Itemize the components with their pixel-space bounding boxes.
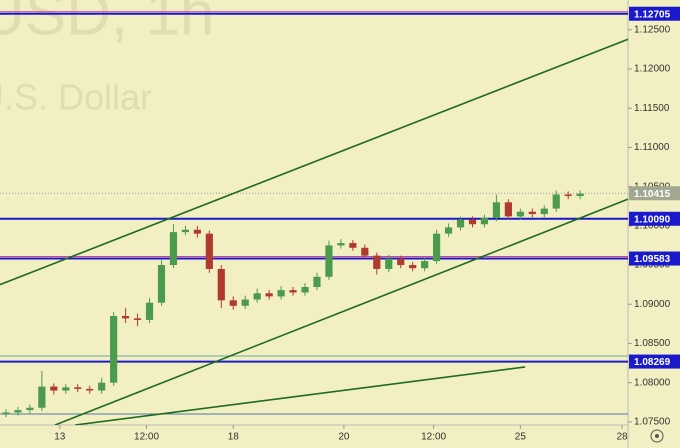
y-tick-label: 1.08500 — [634, 338, 671, 349]
candle-body — [74, 387, 82, 389]
last-price-label: 1.10415 — [634, 189, 671, 200]
level-label-box — [629, 354, 680, 369]
candle-body — [468, 219, 477, 225]
candle-body — [361, 247, 369, 256]
level-label: 1.12705 — [634, 9, 671, 20]
level-label: 1.08269 — [634, 357, 671, 368]
candle-body — [444, 227, 453, 234]
y-tick-label: 1.12500 — [634, 24, 671, 35]
candle-body — [14, 410, 22, 413]
candle-body — [480, 217, 489, 225]
candle-body — [122, 316, 130, 319]
candle-body — [50, 386, 58, 391]
y-tick-label: 1.10000 — [634, 220, 671, 231]
level-label-box — [629, 6, 680, 21]
y-tick-label: 1.08000 — [634, 377, 671, 388]
settings-icon[interactable] — [650, 429, 664, 443]
candle-body — [193, 229, 201, 234]
candle-body — [313, 276, 321, 287]
level-label-box — [629, 211, 680, 226]
y-tick-label: 1.11000 — [634, 142, 670, 153]
trend-line — [54, 198, 628, 425]
x-tick-label: 25 — [515, 432, 527, 443]
candle-body — [301, 286, 309, 293]
candle-body — [433, 233, 441, 262]
candle-body — [564, 194, 572, 197]
y-tick-label: 1.12000 — [634, 64, 671, 75]
candle-body — [265, 293, 273, 297]
candle-body — [253, 293, 261, 300]
candle-body — [217, 268, 225, 301]
candle-body — [409, 265, 417, 269]
candle-body — [169, 232, 178, 266]
x-tick-label: 12:00 — [134, 432, 159, 443]
candle-body — [516, 211, 524, 217]
candle-body — [528, 211, 536, 215]
candle-body — [229, 300, 237, 306]
candle-body — [157, 265, 166, 303]
level-label: 1.10090 — [634, 214, 671, 225]
level-label-box — [629, 251, 680, 266]
y-tick-label: 1.09000 — [634, 299, 671, 310]
last-price-label-box — [629, 186, 680, 201]
y-tick-label: 1.11500 — [634, 103, 670, 114]
x-tick-label: 18 — [228, 432, 240, 443]
watermark-symbol: USD, 1h — [0, 0, 214, 48]
candle-body — [397, 258, 405, 266]
candle-body — [241, 299, 249, 306]
candle-body — [145, 302, 154, 320]
candle-body — [98, 382, 106, 391]
candle-body — [2, 412, 10, 415]
candle-body — [540, 208, 548, 215]
candle-body — [373, 255, 381, 269]
candle-body — [421, 261, 429, 269]
candle-body — [181, 229, 189, 233]
trend-line — [74, 366, 526, 425]
candle-body — [492, 202, 501, 218]
candle-body — [133, 318, 142, 320]
trend-line — [0, 38, 628, 286]
candle-body — [576, 193, 584, 197]
candle-body — [38, 386, 46, 408]
watermark-name: U.S. Dollar — [0, 77, 152, 118]
candle-body — [337, 243, 345, 246]
candle-body — [26, 407, 34, 411]
candle-body — [62, 387, 70, 391]
x-tick-label: 20 — [338, 432, 350, 443]
candle-body — [277, 290, 285, 297]
x-tick-label: 28 — [616, 432, 628, 443]
candle-body — [325, 245, 333, 277]
candle-body — [385, 258, 393, 269]
level-label: 1.09583 — [634, 254, 671, 265]
candle-body — [289, 290, 297, 293]
candle-body — [205, 233, 213, 269]
candle-body — [504, 202, 512, 217]
x-tick-label: 12:00 — [421, 432, 446, 443]
candle-body — [110, 316, 118, 383]
y-tick-label: 1.07500 — [634, 417, 671, 428]
candle-body — [552, 194, 560, 209]
candle-body — [456, 219, 465, 228]
candle-body — [349, 243, 357, 248]
x-tick-label: 13 — [54, 432, 66, 443]
candle-body — [86, 388, 94, 391]
